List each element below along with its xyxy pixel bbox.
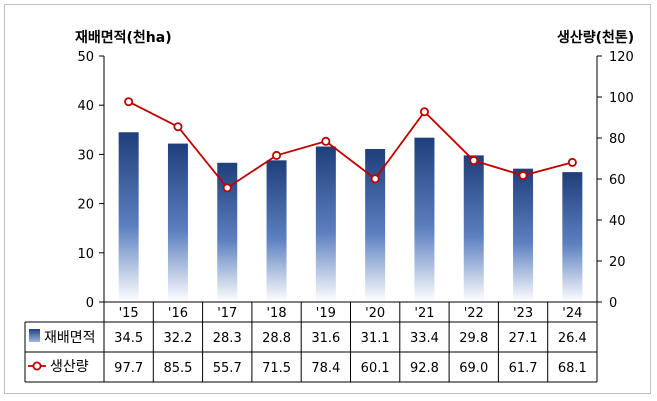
line-point [272, 150, 282, 160]
table-cell-area: 29.8 [459, 331, 488, 346]
bar [266, 160, 287, 302]
table-cell-production: 78.4 [311, 361, 340, 376]
y-right-tick-label: 40 [609, 214, 626, 229]
line-point [173, 122, 183, 132]
y-left-tick-label: 40 [77, 99, 94, 114]
table-cell-production: 85.5 [163, 361, 192, 376]
table-cell-production: 97.7 [114, 361, 143, 376]
y-left-tick-label: 10 [77, 247, 94, 262]
line-point [567, 157, 577, 167]
table-cell-production: 92.8 [410, 361, 439, 376]
category-label: '24 [562, 306, 582, 321]
legend-label: 생산량 [50, 359, 89, 375]
table-cell-area: 28.8 [262, 331, 291, 346]
table-cell-area: 34.5 [114, 331, 143, 346]
legend-line-marker [32, 361, 42, 371]
category-label: '23 [513, 306, 533, 321]
category-label: '19 [316, 306, 336, 321]
bar [118, 132, 139, 302]
line-point [419, 107, 429, 117]
table-cell-area: 32.2 [163, 331, 192, 346]
line-point [124, 97, 134, 107]
y-right-tick-label: 60 [609, 173, 626, 188]
legend-bar-swatch [29, 329, 40, 342]
line-point [469, 156, 479, 166]
category-label: '20 [365, 306, 385, 321]
bar [463, 155, 484, 302]
table-cell-area: 33.4 [410, 331, 439, 346]
table-cell-area: 31.6 [311, 331, 340, 346]
table-cell-production: 55.7 [213, 361, 242, 376]
y-left-tick-label: 0 [86, 296, 94, 311]
line-point [518, 171, 528, 181]
bar [365, 148, 386, 302]
y-right-tick-label: 0 [609, 296, 617, 311]
table-cell-production: 61.7 [509, 361, 538, 376]
y-right-tick-label: 20 [609, 255, 626, 270]
y-right-tick-label: 100 [609, 91, 634, 106]
category-label: '22 [464, 306, 484, 321]
legend-label: 재배면적 [44, 330, 96, 346]
category-label: '15 [119, 306, 139, 321]
bar [513, 168, 534, 302]
bar [562, 172, 583, 302]
bar [315, 146, 336, 302]
table-cell-production: 60.1 [361, 361, 390, 376]
table-cell-production: 69.0 [459, 361, 488, 376]
y-left-tick-label: 50 [77, 50, 94, 65]
category-label: '16 [168, 306, 188, 321]
category-label: '21 [414, 306, 434, 321]
y-right-tick-label: 120 [609, 50, 634, 65]
bar [167, 143, 188, 302]
y-left-axis-title: 재배면적(천ha) [75, 30, 172, 46]
y-left-tick-label: 30 [77, 148, 94, 163]
y-left-tick-label: 20 [77, 198, 94, 213]
bar [217, 162, 238, 302]
line-series [128, 100, 573, 190]
line-point [370, 174, 380, 184]
bar [414, 137, 435, 302]
category-label: '18 [266, 306, 286, 321]
table-cell-area: 28.3 [213, 331, 242, 346]
table-cell-production: 68.1 [558, 361, 587, 376]
category-label: '17 [217, 306, 237, 321]
table-cell-area: 27.1 [509, 331, 538, 346]
y-right-tick-label: 80 [609, 132, 626, 147]
line-point [321, 136, 331, 146]
y-right-axis-title: 생산량(천톤) [557, 30, 635, 46]
table-cell-area: 31.1 [361, 331, 390, 346]
table-cell-area: 26.4 [558, 331, 587, 346]
line-point [222, 183, 232, 193]
table-cell-production: 71.5 [262, 361, 291, 376]
